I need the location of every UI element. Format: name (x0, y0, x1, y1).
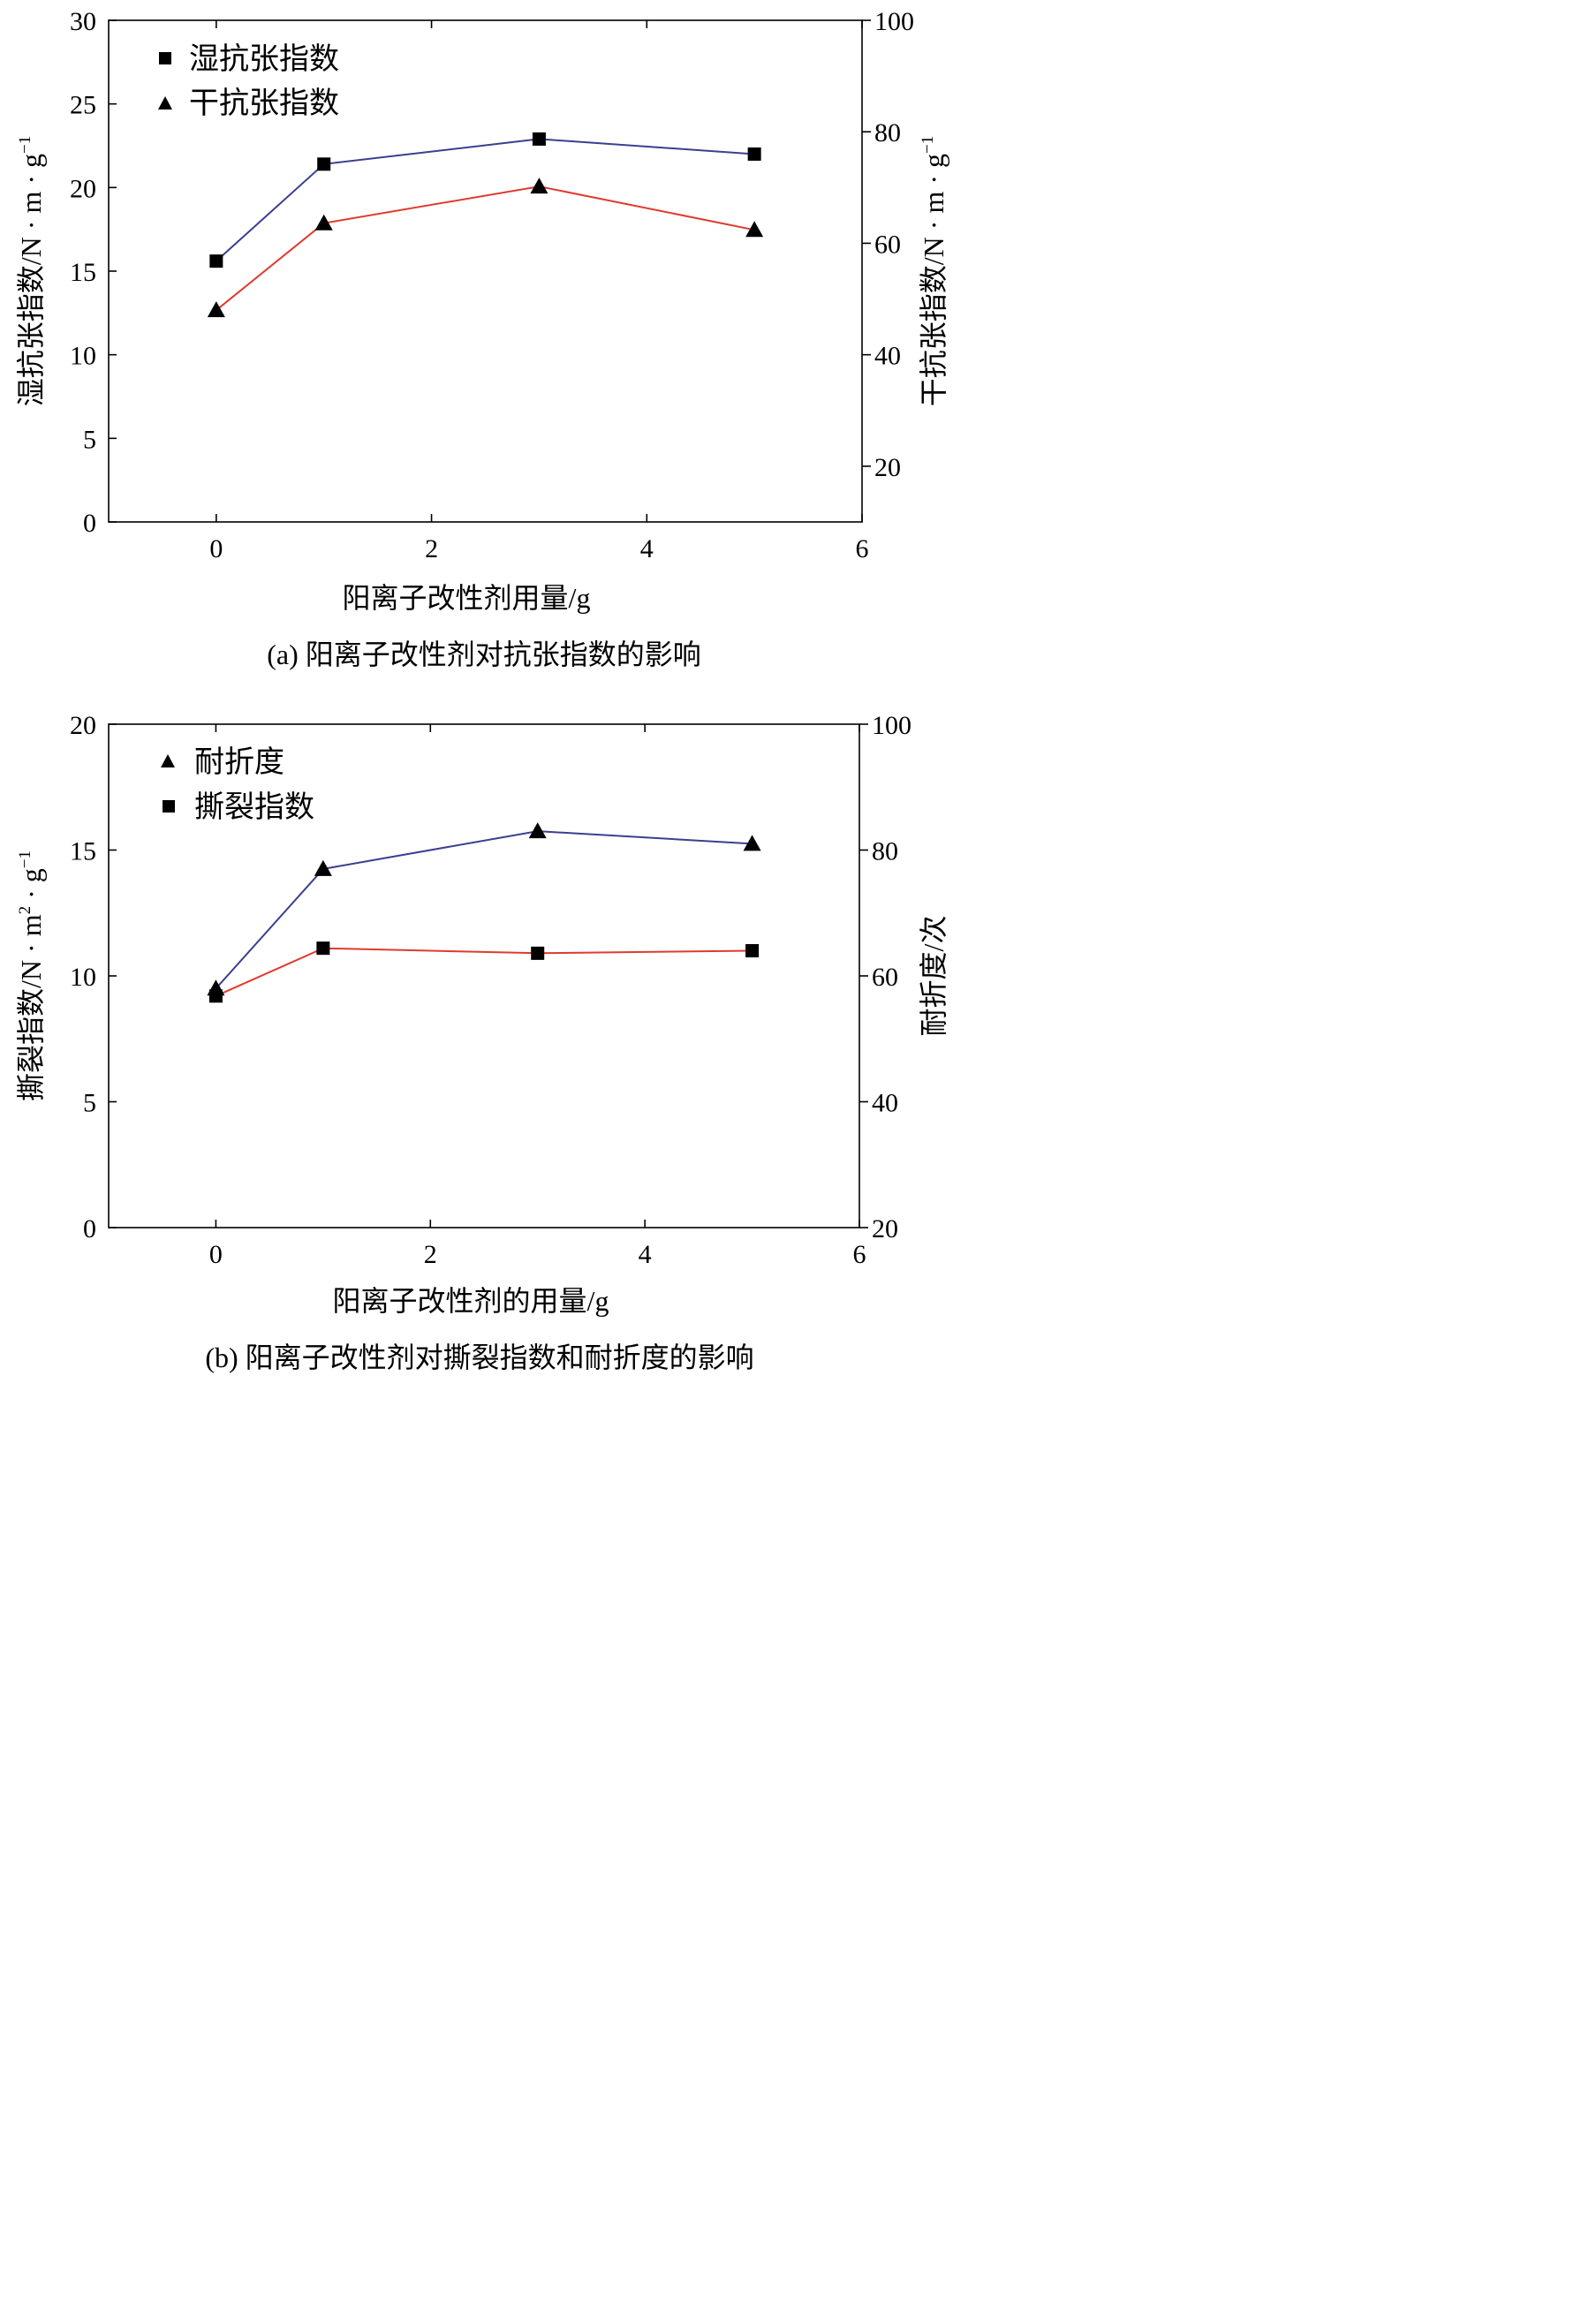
chart-a-legend: 湿抗张指数 干抗张指数 (158, 42, 339, 120)
chart-b-markers (207, 822, 761, 1003)
chart-a-y-left-tick-label: 15 (70, 258, 96, 287)
chart-a-data-point-triangle (207, 301, 225, 318)
chart-a-x-tick-label: 2 (425, 534, 438, 563)
chart-b-x-tick-label: 0 (209, 1240, 223, 1269)
chart-a-data-point-square (532, 132, 546, 146)
chart-b-data-point-triangle (743, 835, 761, 851)
legend-square-marker (159, 52, 171, 64)
chart-a-series-lines (216, 138, 755, 311)
chart-a-y-left-tick-label: 10 (70, 342, 96, 371)
chart-b-legend-label-2: 撕裂指数 (194, 790, 314, 824)
chart-b-series-lines (215, 830, 753, 997)
chart-b-x-title: 阳离子改性剂的用量/g (333, 1285, 609, 1317)
chart-b-data-point-square (745, 944, 760, 957)
chart-b-series-line-2 (215, 947, 753, 997)
chart-b-y-left-tick-label: 20 (70, 711, 96, 740)
chart-a-caption: (a) 阳离子改性剂对抗张指数的影响 (267, 639, 701, 670)
chart-a-data-point-square (209, 254, 223, 268)
chart-b-data-point-square (531, 946, 545, 960)
legend-triangle-marker (161, 754, 175, 767)
chart-b-y-right-tick-label: 40 (872, 1089, 898, 1118)
chart-b-y-left-title: 撕裂指数/N · m2 · g−1 (15, 850, 47, 1101)
chart-b-y-right-tick-label: 20 (872, 1214, 898, 1243)
chart-a-series-line-2 (216, 185, 755, 311)
chart-a-y-right-tick-label: 100 (874, 7, 914, 36)
chart-b-legend-label-1: 耐折度 (194, 745, 284, 779)
chart-b-x-tick-label: 4 (639, 1240, 652, 1269)
chart-a-markers (207, 132, 764, 318)
chart-a-legend-label-2: 干抗张指数 (189, 87, 339, 120)
chart-b-y-left-tick-label: 15 (70, 837, 96, 866)
chart-a-y-right-tick-label: 60 (874, 230, 901, 259)
legend-triangle-marker (158, 96, 172, 110)
chart-b-data-point-triangle (528, 822, 547, 839)
chart-a-x-title: 阳离子改性剂用量/g (343, 582, 591, 614)
chart-a-x-tick-label: 0 (209, 534, 223, 563)
chart-a-y-left-tick-label: 5 (83, 425, 96, 454)
chart-a-data-point-square (747, 147, 761, 161)
chart-a-y-left-title: 湿抗张指数/N · m · g−1 (15, 136, 47, 406)
chart-a-y-right-tick-label: 80 (874, 118, 901, 147)
chart-a-data-point-triangle (745, 221, 764, 238)
chart-b-y-left-tick-label: 10 (70, 963, 96, 992)
chart-a-data-point-triangle (314, 214, 333, 231)
chart-b-series-line-1 (215, 830, 753, 989)
chart-a-x-tick-label: 4 (640, 534, 654, 563)
chart-a-y-left-tick-label: 25 (70, 91, 96, 120)
chart-b-y-right-tick-label: 100 (872, 711, 911, 740)
legend-square-marker (163, 800, 175, 813)
chart-a-y-left-tick-label: 30 (70, 7, 96, 36)
chart-a-series-line-1 (216, 138, 755, 262)
chart-b-y-left-tick-label: 5 (83, 1089, 96, 1118)
chart-b-data-point-square (316, 941, 330, 956)
chart-b-x-tick-label: 6 (853, 1240, 866, 1269)
chart-a-y-right-tick-label: 20 (874, 453, 901, 482)
chart-b-y-left-tick-label: 0 (83, 1214, 96, 1243)
chart-a-legend-label-1: 湿抗张指数 (189, 42, 339, 76)
chart-a-y-left-tick-label: 0 (83, 509, 96, 538)
chart-a-x-tick-label: 6 (856, 534, 869, 563)
chart-b-y-right-tick-label: 80 (872, 837, 898, 866)
chart-a-y-left-tick-label: 20 (70, 174, 96, 203)
chart-a-data-point-square (317, 157, 331, 171)
chart-b-y-right-title: 耐折度/次 (918, 916, 949, 1037)
chart-a-y-right-tick-label: 40 (874, 342, 901, 371)
chart-a-data-point-triangle (530, 178, 548, 194)
chart-a-y-right-title: 干抗张指数/N · m · g−1 (918, 136, 949, 406)
chart-b-caption: (b) 阳离子改性剂对撕裂指数和耐折度的影响 (205, 1342, 753, 1373)
chart-b-data-point-triangle (314, 859, 332, 876)
chart-b-legend: 耐折度 撕裂指数 (161, 745, 314, 824)
chart-b-data-point-square (208, 989, 223, 1003)
chart-b-y-right-tick-label: 60 (872, 963, 898, 992)
chart-b-x-tick-label: 2 (424, 1240, 437, 1269)
